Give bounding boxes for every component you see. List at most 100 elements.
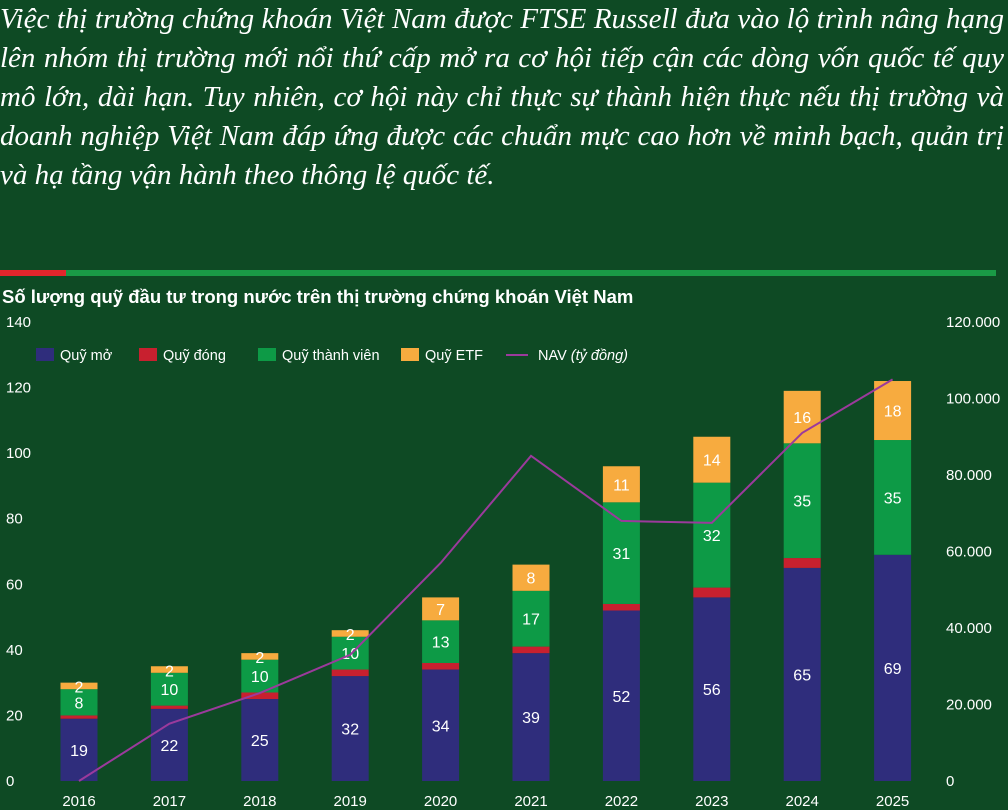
bar-data-label: 25	[251, 733, 269, 750]
bar-segment	[150, 672, 188, 706]
bar-segment	[602, 502, 640, 604]
chart-title: Số lượng quỹ đầu tư trong nước trên thị …	[2, 286, 634, 307]
y-tick-label: 100	[6, 445, 31, 462]
bar-data-label: 14	[703, 453, 721, 470]
legend-swatch	[139, 348, 157, 361]
bar-data-label: 7	[436, 602, 445, 619]
bar-segment	[60, 682, 98, 690]
bar-segment	[241, 699, 279, 781]
bar-data-label: 65	[793, 667, 811, 684]
bar-data-label: 35	[884, 490, 902, 507]
left-axis-ticks: 0 20 40 60 80 100 120 140	[6, 314, 31, 790]
bar-segment	[783, 558, 821, 568]
y-right-tick-label: 40.000	[946, 620, 992, 637]
legend: Quỹ mở Quỹ đóng Quỹ thành viên Quỹ ETF NAV (…	[36, 348, 628, 364]
nav-line	[78, 378, 894, 782]
bar-segment	[874, 440, 912, 555]
bar-data-label: 22	[161, 738, 179, 755]
bar-data-label: 34	[432, 718, 450, 735]
legend-label: Quỹ đóng	[163, 348, 226, 364]
bar-segment	[331, 669, 369, 677]
bar-segment	[150, 708, 188, 781]
bar-data-label: 16	[793, 410, 811, 427]
legend-swatch	[36, 348, 54, 361]
legend-label: Quỹ thành viên	[282, 348, 380, 364]
bar-data-label: 10	[251, 669, 269, 686]
bar-segment	[422, 597, 460, 621]
legend-nav-name: NAV	[538, 348, 571, 364]
x-tick-label: 2020	[424, 793, 457, 810]
y-right-tick-label: 100.000	[946, 391, 1000, 408]
y-right-tick-label: 80.000	[946, 467, 992, 484]
bar-segment	[150, 705, 188, 709]
bar-data-label: 56	[703, 682, 721, 699]
bar-data-label: 19	[70, 743, 88, 760]
y-tick-label: 20	[6, 707, 23, 724]
bar-segment	[512, 590, 550, 647]
bar-segment	[512, 653, 550, 781]
bar-data-label: 18	[884, 404, 902, 421]
legend-label: Quỹ mở	[60, 348, 113, 364]
bar-data-label: 31	[613, 546, 631, 563]
bar-segment	[783, 443, 821, 559]
legend-label-nav: NAV (tỷ đồng)	[538, 348, 628, 364]
bar-segment	[150, 666, 188, 673]
bar-data-label: 13	[432, 635, 450, 652]
legend-label: Quỹ ETF	[425, 348, 483, 364]
bar-segment	[422, 669, 460, 781]
bar-data-label: 2	[346, 627, 355, 644]
bar-data-label: 32	[341, 722, 359, 739]
bar-segment	[422, 662, 460, 670]
y-tick-label: 40	[6, 642, 23, 659]
bar-data-label: 10	[161, 682, 179, 699]
legend-nav-unit: (tỷ đồng)	[571, 348, 628, 364]
bar-segment	[60, 718, 98, 781]
y-right-tick-label: 120.000	[946, 314, 1000, 331]
x-tick-label: 2021	[514, 793, 547, 810]
y-tick-label: 80	[6, 511, 23, 528]
bar-segment	[693, 436, 731, 483]
bar-segment	[512, 564, 550, 591]
x-axis-labels: 2016 2017 2018 2019 2020 2021 2022 2023 2024 2025	[62, 793, 909, 810]
bar-segment	[331, 676, 369, 781]
bar-data-label: 2	[75, 680, 84, 697]
bar-data-label: 8	[527, 571, 536, 588]
y-tick-label: 0	[6, 773, 14, 790]
bar-segment	[602, 603, 640, 611]
bar-data-label: 8	[75, 695, 84, 712]
x-tick-label: 2019	[334, 793, 367, 810]
x-tick-label: 2024	[786, 793, 819, 810]
legend-swatch	[258, 348, 276, 361]
x-tick-label: 2022	[605, 793, 638, 810]
bar-data-label: 39	[522, 710, 540, 727]
x-tick-label: 2023	[695, 793, 728, 810]
y-tick-label: 140	[6, 314, 31, 331]
bar-segment	[602, 610, 640, 781]
bar-segment	[693, 597, 731, 781]
y-right-tick-label: 0	[946, 773, 954, 790]
section-divider	[0, 270, 996, 276]
bar-segment	[60, 689, 98, 716]
bar-segment	[241, 692, 279, 700]
bar-data-label: 17	[522, 612, 540, 629]
bar-segment	[422, 620, 460, 663]
y-right-tick-label: 60.000	[946, 544, 992, 561]
bar-segment	[241, 653, 279, 660]
x-tick-label: 2018	[243, 793, 276, 810]
intro-paragraph: Việc thị trường chứng khoán Việt Nam đượ…	[0, 3, 1004, 191]
bar-data-label: 52	[613, 689, 631, 706]
bar-segment	[602, 466, 640, 503]
bar-segment	[783, 390, 821, 444]
right-axis-ticks: 0 20.000 40.000 60.000 80.000 100.000 120.000	[946, 314, 1000, 790]
nav-line-group	[78, 378, 894, 782]
bar-segment	[783, 567, 821, 781]
bars: 1982221022510232102341373917852311156321…	[60, 381, 912, 781]
divider-green-segment	[66, 270, 996, 276]
bar-segment	[331, 630, 369, 637]
bar-data-label: 2	[255, 650, 264, 667]
y-right-tick-label: 20.000	[946, 697, 992, 714]
legend-swatch	[401, 348, 419, 361]
bar-segment	[512, 646, 550, 654]
bar-segment	[693, 482, 731, 588]
